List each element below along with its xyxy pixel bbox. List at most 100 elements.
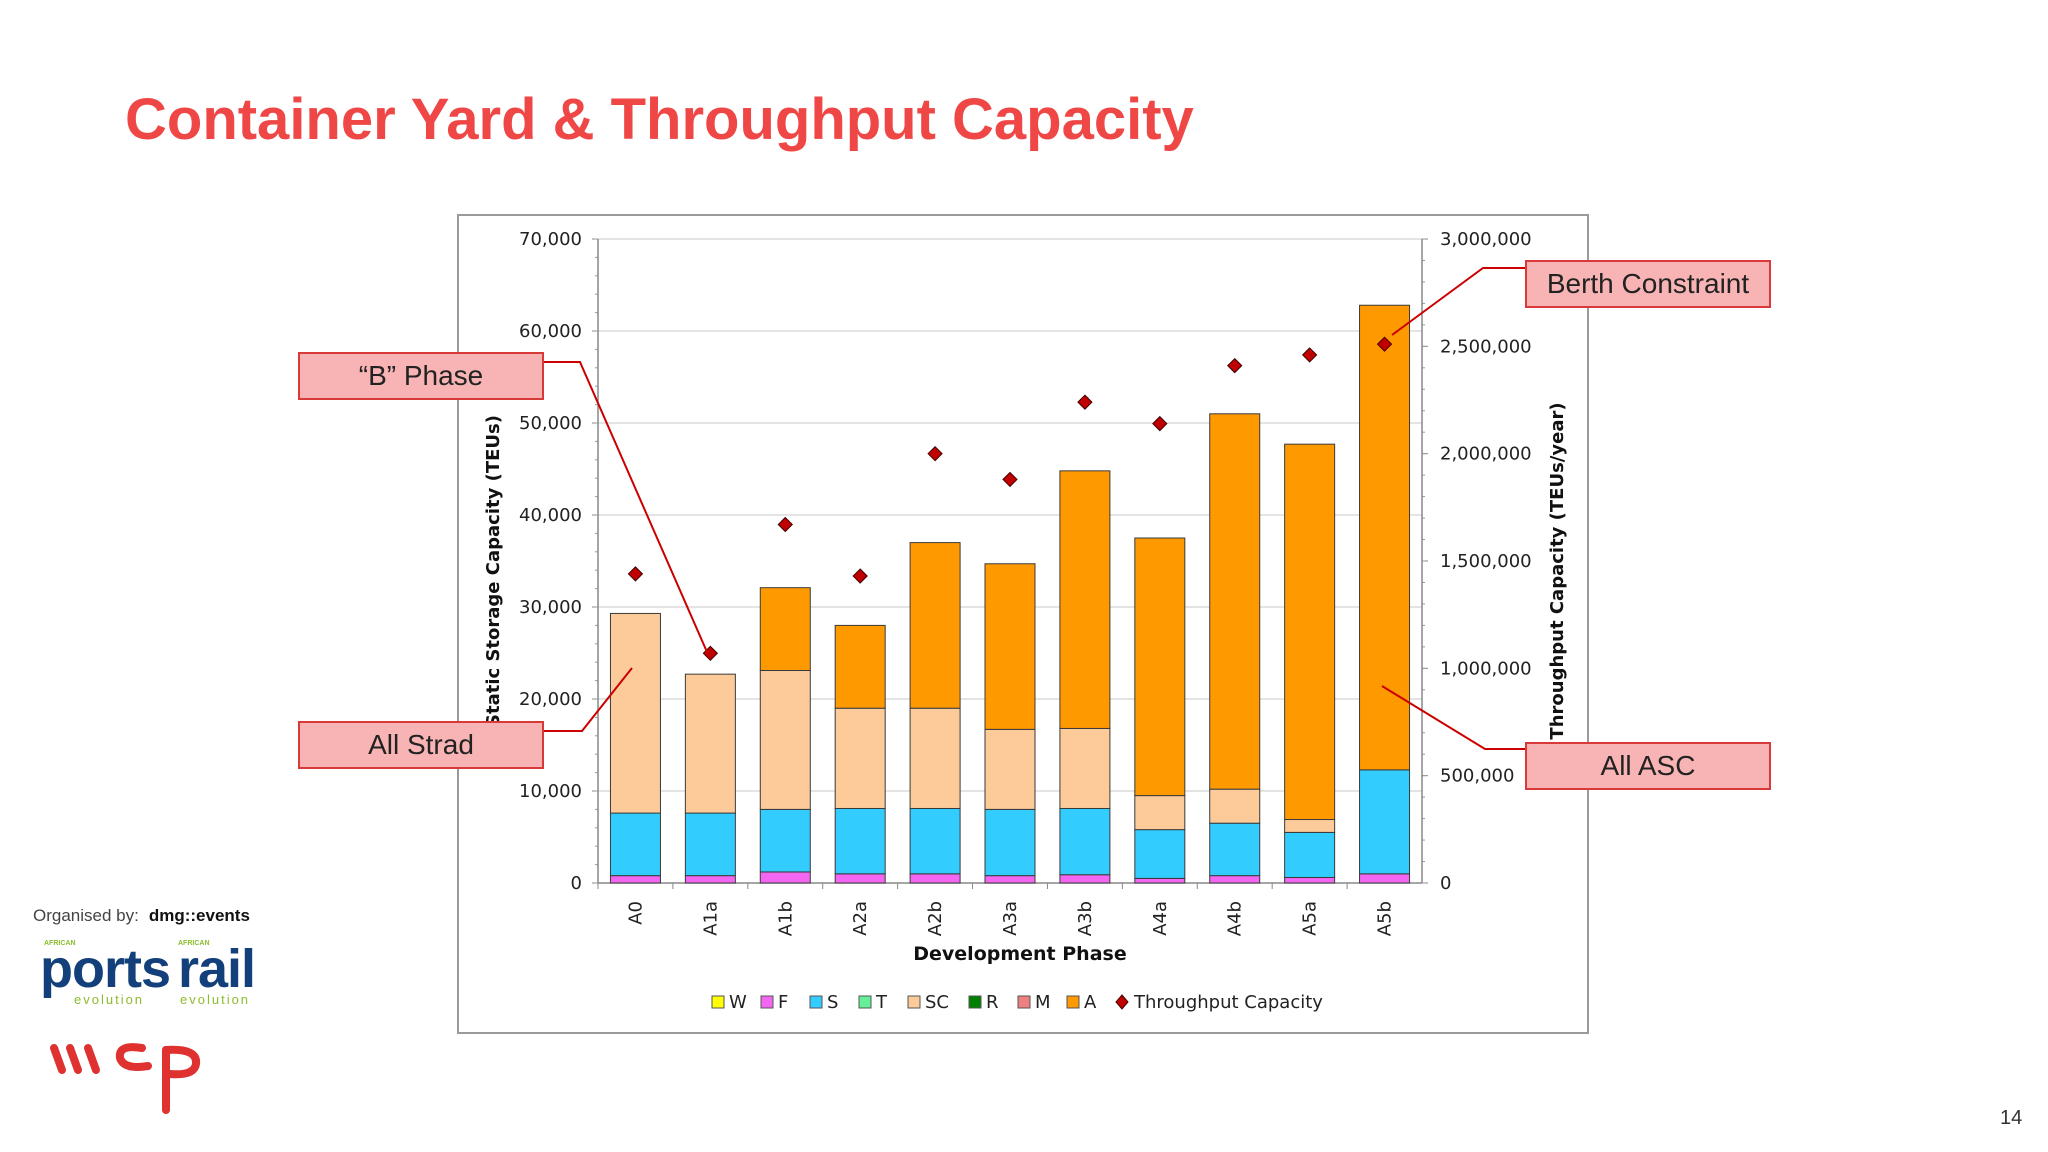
y2-tick-label: 1,500,000 xyxy=(1440,551,1532,572)
bar-segment-f xyxy=(909,873,961,884)
logo-ports-word: ports xyxy=(40,939,171,999)
throughput-marker xyxy=(702,645,719,662)
logo-sub-left: evolution xyxy=(74,992,145,1007)
slide-title: Container Yard & Throughput Capacity xyxy=(125,87,1194,152)
bar-segment-a xyxy=(1209,413,1261,790)
wsp-logo xyxy=(50,1043,201,1114)
y-tick-label: 10,000 xyxy=(519,781,582,802)
bar-segment-s xyxy=(909,807,961,875)
bar-segment-s xyxy=(1359,769,1411,875)
bar-segment-s xyxy=(684,812,736,877)
bar-segment-f xyxy=(1059,874,1111,884)
y2-tick-label: 2,500,000 xyxy=(1440,336,1532,357)
y2-tick-label: 2,000,000 xyxy=(1440,444,1532,465)
legend-label-f: F xyxy=(778,992,788,1013)
callout-all-asc: All ASC xyxy=(1525,742,1771,790)
legend-swatch-f xyxy=(760,995,774,1009)
bar-segment-sc xyxy=(759,669,811,810)
logo-sub-right: evolution xyxy=(180,992,251,1007)
bar-segment-s xyxy=(1059,807,1111,876)
y2-tick-label: 500,000 xyxy=(1440,766,1514,787)
legend-swatch-throughput xyxy=(1115,994,1129,1010)
logo-rail-word: rail xyxy=(178,939,256,999)
callout-all-strad: All Strad xyxy=(298,721,544,769)
legend-swatch-m xyxy=(1017,995,1031,1009)
bar-segment-f xyxy=(984,875,1036,884)
page-number: 14 xyxy=(2000,1107,2023,1129)
bar-segment-a xyxy=(1134,537,1186,797)
legend-label-t: T xyxy=(875,992,888,1013)
bar-segment-sc xyxy=(1059,727,1111,809)
y-tick-label: 60,000 xyxy=(519,321,582,342)
throughput-marker xyxy=(1376,336,1393,352)
bar-segment-sc xyxy=(684,673,736,814)
throughput-marker xyxy=(1301,347,1318,363)
y-tick-label: 70,000 xyxy=(519,229,582,250)
legend-swatch-r xyxy=(968,995,982,1009)
legend-swatch-w xyxy=(711,995,725,1009)
throughput-marker xyxy=(1002,471,1018,488)
y2-tick-label: 0 xyxy=(1440,873,1451,894)
legend-label-s: S xyxy=(827,992,838,1013)
y2-axis-title: Throughput Capacity (TEUs/year) xyxy=(1547,402,1568,739)
bar-segment-f xyxy=(1284,876,1336,884)
organiser-credit: Organised by: dmg::events xyxy=(33,906,250,926)
legend-label-m: M xyxy=(1035,992,1051,1013)
legend-swatch-a xyxy=(1066,995,1080,1009)
x-axis-title: Development Phase xyxy=(913,943,1126,965)
logo-tiny-left: AFRICAN xyxy=(44,940,76,947)
x-tick-label: A5a xyxy=(1300,901,1321,936)
ports-rail-logo: AFRICAN AFRICAN ports rail evolution evo… xyxy=(40,939,270,1007)
x-tick-label: A3a xyxy=(1000,901,1021,936)
x-tick-label: A1a xyxy=(700,901,721,936)
bar-segment-a xyxy=(1059,470,1111,729)
throughput-marker xyxy=(1227,357,1243,374)
bar-segment-f xyxy=(684,875,736,884)
legend-swatch-s xyxy=(809,995,823,1009)
x-tick-label: A0 xyxy=(625,901,646,925)
x-tick-label: A5b xyxy=(1375,901,1396,936)
bar-segment-a xyxy=(834,624,886,709)
throughput-marker xyxy=(627,566,644,582)
bar-segment-s xyxy=(834,807,886,875)
throughput-marker xyxy=(927,445,943,462)
legend-label-w: W xyxy=(729,992,747,1013)
bar-segment-f xyxy=(1209,875,1261,884)
organised-by-label: Organised by: xyxy=(33,906,139,925)
bar-segment-sc xyxy=(1209,788,1261,824)
bar-segment-a xyxy=(1284,443,1336,821)
y-tick-label: 40,000 xyxy=(519,505,582,526)
y-tick-label: 0 xyxy=(571,873,582,894)
legend-label-a: A xyxy=(1084,992,1097,1013)
x-tick-label: A1b xyxy=(775,901,796,936)
bar-segment-a xyxy=(759,587,811,671)
bar-segment-s xyxy=(1284,831,1336,878)
throughput-marker xyxy=(1152,415,1168,432)
bar-segment-sc xyxy=(984,728,1036,810)
bar-segment-s xyxy=(759,808,811,873)
bar-segment-a xyxy=(984,563,1036,730)
y2-tick-label: 1,000,000 xyxy=(1440,658,1532,679)
bar-segment-f xyxy=(1134,877,1186,884)
throughput-marker xyxy=(777,516,793,533)
legend-swatch-t xyxy=(858,995,872,1009)
y-axis-title: Static Storage Capacity (TEUs) xyxy=(483,415,504,727)
organiser-brand: dmg::events xyxy=(148,906,250,925)
legend-label-sc: SC xyxy=(925,992,949,1013)
x-tick-label: A2a xyxy=(850,901,871,936)
y-tick-label: 30,000 xyxy=(519,597,582,618)
y-tick-label: 20,000 xyxy=(519,689,582,710)
bar-segment-f xyxy=(609,875,661,884)
bar-segment-s xyxy=(984,808,1036,877)
y2-tick-label: 3,000,000 xyxy=(1440,229,1532,250)
bar-segment-s xyxy=(1209,822,1261,877)
legend-swatch-sc xyxy=(907,995,921,1009)
bar-segment-s xyxy=(609,812,661,877)
bar-segment-a xyxy=(1359,304,1411,771)
y-tick-label: 50,000 xyxy=(519,413,582,434)
x-tick-label: A3b xyxy=(1075,901,1096,936)
callout-b-phase: “B” Phase xyxy=(298,352,544,400)
callout-berth-constraint: Berth Constraint xyxy=(1525,260,1771,308)
bar-segment-sc xyxy=(909,707,961,809)
x-tick-label: A4a xyxy=(1150,901,1171,936)
